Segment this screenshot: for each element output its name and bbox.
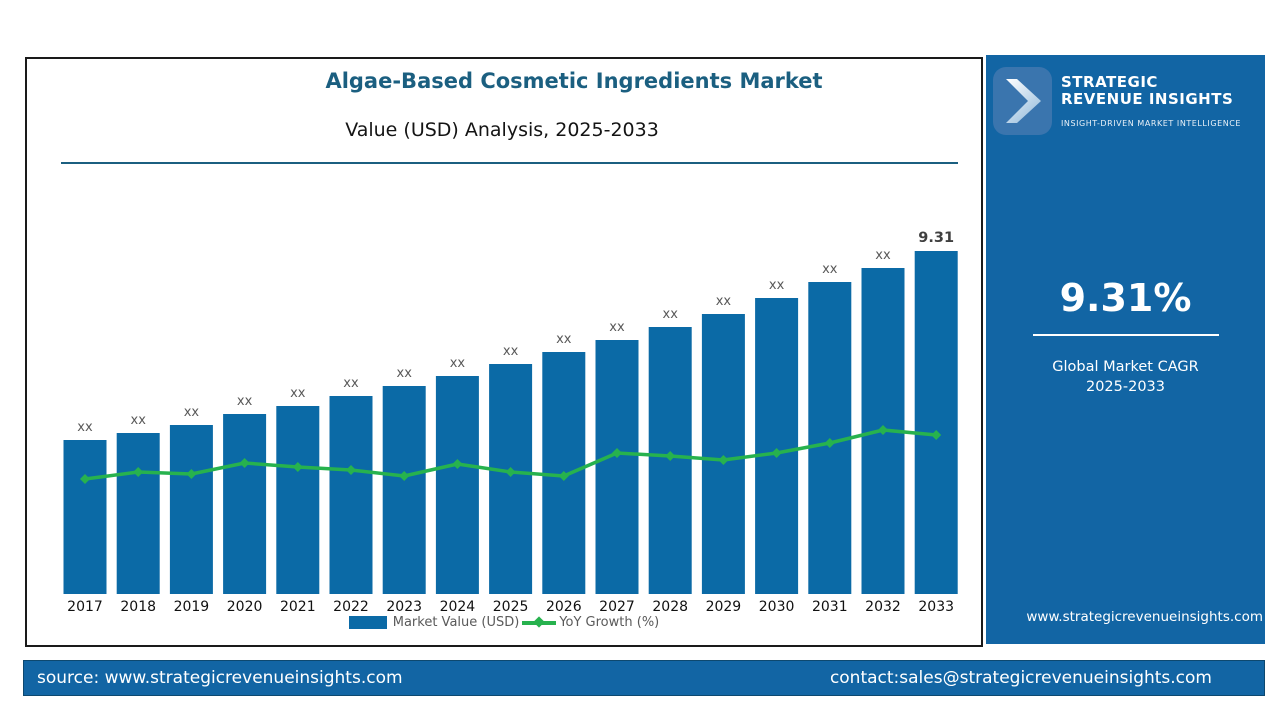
yoy-marker-2019 [186,469,197,479]
yoy-marker-2029 [718,455,729,465]
bar-label-2032: xx [875,248,891,263]
bar-label-2026: xx [556,332,572,347]
yoy-marker-2026 [558,471,569,481]
cagr-label-line2: 2025-2033 [1085,379,1166,396]
bar-2030 [755,298,799,594]
bar-label-2018: xx [131,413,147,428]
footer-bar: source: www.strategicrevenueinsights.com… [23,660,1265,696]
bar-2021 [276,406,320,594]
legend-line-label: YoY Growth (%) [559,615,660,630]
bar-label-2025: xx [503,344,519,359]
x-tick-2021: 2021 [280,599,316,615]
yoy-marker-2031 [824,438,835,448]
x-tick-2031: 2031 [812,599,848,615]
bar-2024 [435,376,479,594]
x-tick-2027: 2027 [599,599,635,615]
bar-label-2027: xx [609,320,625,335]
bar-2029 [701,314,745,594]
footer-contact-link[interactable]: contact:sales@strategicrevenueinsights.c… [829,668,1212,688]
chart-title: Algae-Based Cosmetic Ingredients Market [325,69,823,93]
brand-sidebar: STRATEGIC REVENUE INSIGHTS INSIGHT-DRIVE… [986,55,1265,644]
yoy-marker-2028 [665,451,676,461]
yoy-marker-2027 [612,448,622,458]
x-tick-2033: 2033 [918,599,954,615]
bar-2017 [63,440,107,594]
bar-2033 [914,251,958,594]
bar-2019 [169,425,213,594]
yoy-marker-2024 [452,459,463,469]
x-tick-2025: 2025 [493,599,529,615]
x-tick-2024: 2024 [440,599,476,615]
cagr-value: 9.31% [1059,276,1192,320]
brand-tagline: INSIGHT-DRIVEN MARKET INTELLIGENCE [1061,118,1241,128]
cagr-label-line1: Global Market CAGR [1052,359,1199,375]
yoy-marker-2021 [292,462,303,472]
bar-label-2031: xx [822,262,838,277]
yoy-marker-2030 [771,448,782,458]
bar-2018 [116,433,160,594]
cagr-block: 9.31% Global Market CAGR 2025-2033 [986,279,1265,398]
x-tick-2019: 2019 [174,599,210,615]
legend-bar-swatch-icon [348,616,387,629]
x-tick-2029: 2029 [706,599,742,615]
x-tick-2017: 2017 [67,599,103,615]
x-tick-2026: 2026 [546,599,582,615]
yoy-marker-2018 [133,467,144,477]
yoy-marker-2022 [346,465,356,475]
yoy-marker-2017 [80,474,90,484]
x-tick-2020: 2020 [227,599,263,615]
bar-2025 [489,364,533,594]
bar-2020 [223,414,267,594]
brand-line1: STRATEGIC [1061,73,1158,91]
sidebar-website-link[interactable]: www.strategicrevenueinsights.com [1026,609,1263,625]
x-tick-2023: 2023 [386,599,422,615]
yoy-marker-2025 [505,467,516,477]
bar-label-2019: xx [184,405,200,420]
bar-label-2028: xx [663,307,679,322]
bar-label-2022: xx [343,376,359,391]
legend-bar-label: Market Value (USD) [392,615,520,630]
bar-label-2029: xx [716,294,732,309]
title-divider [61,162,958,164]
yoy-marker-2032 [878,425,888,435]
brand-line2: REVENUE INSIGHTS [1061,90,1234,109]
cagr-divider [1032,334,1219,336]
bar-label-2030: xx [769,278,785,293]
x-tick-2018: 2018 [120,599,156,615]
brand-logo: STRATEGIC REVENUE INSIGHTS INSIGHT-DRIVE… [993,67,1241,135]
bar-label-2017: xx [77,420,93,435]
x-tick-2022: 2022 [333,599,369,615]
bar-label-2020: xx [237,394,253,409]
legend-diamond-icon [533,616,545,628]
bar-2022 [329,396,373,594]
bar-label-2024: xx [450,356,466,371]
bar-label-2021: xx [290,386,306,401]
brand-text: STRATEGIC REVENUE INSIGHTS INSIGHT-DRIVE… [1061,67,1241,135]
bar-label-2033: 9.31 [918,230,954,246]
combo-chart: xx 2017 xx 2018 xx 2019 xx 2020 xx 2021 xx 2022 xx 20… [63,230,958,615]
chart-legend: Market Value (USD) YoY Growth (%) [27,615,981,630]
bar-2023 [382,386,426,594]
chart-panel: Algae-Based Cosmetic Ingredients Market … [25,57,983,647]
yoy-marker-2023 [399,471,410,481]
yoy-marker-2020 [239,458,250,468]
x-tick-2030: 2030 [759,599,795,615]
chart-subtitle: Value (USD) Analysis, 2025-2033 [345,119,659,141]
bar-label-2023: xx [397,366,413,381]
chevron-logo-icon [993,67,1052,135]
footer-source-link[interactable]: source: www.strategicrevenueinsights.com [37,668,403,688]
legend-line-swatch-icon [522,616,557,628]
x-tick-2028: 2028 [652,599,688,615]
bar-2027 [595,340,639,594]
x-tick-2032: 2032 [865,599,901,615]
yoy-marker-2033 [931,430,942,440]
